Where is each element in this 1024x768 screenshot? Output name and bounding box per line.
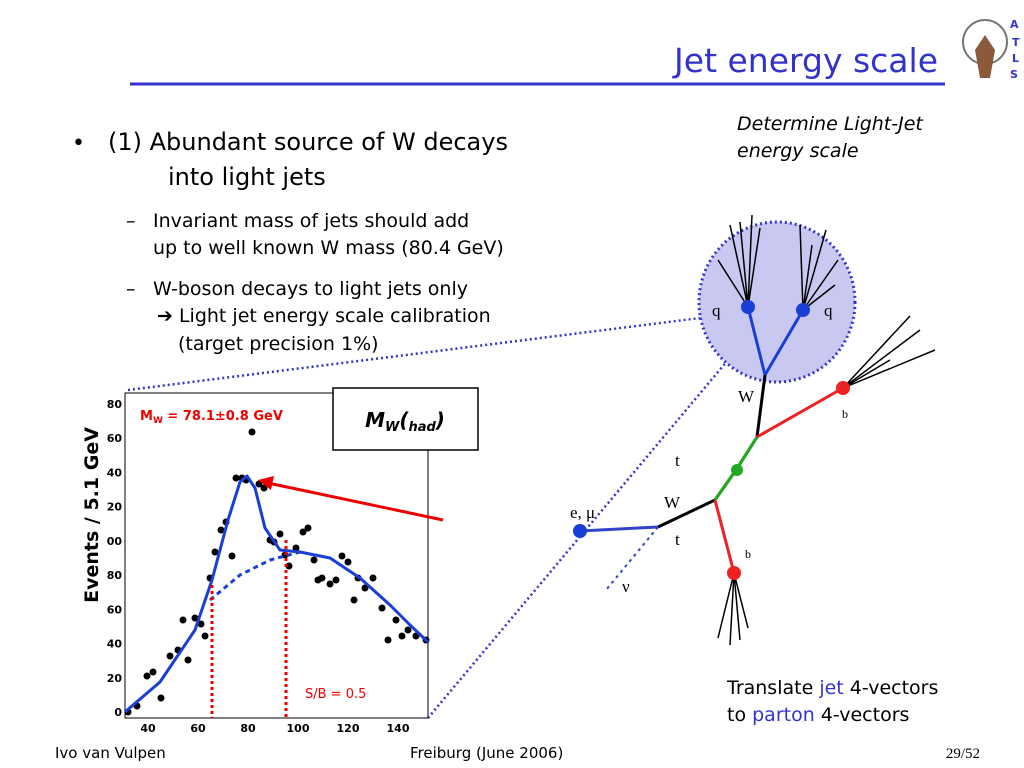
sub-bullet: up to well known W mass (80.4 GeV) [153, 237, 504, 259]
label-box [332, 387, 479, 451]
x-tick-label: 60 [190, 722, 206, 735]
sub-bullet: ➔ Light jet energy scale calibration [157, 305, 491, 327]
arrow [267, 481, 444, 522]
dash: – [126, 278, 136, 300]
arrow-head [258, 476, 274, 490]
y-tick-label: 80 [107, 569, 123, 582]
label: ν [622, 577, 630, 596]
label: e, μ [570, 503, 595, 522]
caption: to parton 4-vectors [727, 704, 909, 726]
bullet-mark: • [72, 131, 85, 156]
sb-label: S/B = 0.5 [305, 687, 366, 702]
y-tick-label: 20 [107, 501, 123, 514]
total-fit [124, 474, 430, 714]
x-tick-label: 120 [337, 722, 360, 735]
sub-bullet: Invariant mass of jets should add [153, 210, 469, 232]
diagram-labels: q q W t W t b b e, μ ν [570, 301, 848, 596]
decay-diagram [573, 214, 936, 646]
x-tick-label: 140 [387, 722, 410, 735]
x-tick-label: 100 [287, 722, 310, 735]
svg-text:A: A [1010, 18, 1019, 31]
label: q [824, 301, 833, 320]
y-tick-label: 0 [114, 706, 122, 719]
caption: energy scale [737, 140, 859, 162]
footer-author: Ivo van Vulpen [55, 744, 166, 762]
y-tick-label: 80 [107, 398, 123, 411]
label: W [738, 387, 755, 406]
label: q [712, 301, 721, 320]
y-tick-label: 20 [107, 672, 123, 685]
x-tick-label: 80 [240, 722, 256, 735]
box-label: MW(had) [365, 408, 445, 435]
y-tick-label: 00 [107, 535, 123, 548]
label: b [842, 407, 848, 421]
title: Jet energy scale [672, 41, 938, 80]
plot: Events / 5.1 GeV 80 60 40 20 00 80 60 40 20 0 40 6… [81, 387, 479, 735]
y-tick-label: 40 [107, 466, 123, 479]
sub-bullet: W-boson decays to light jets only [153, 278, 468, 300]
x-tick-label: 40 [140, 722, 156, 735]
sub-bullet: (target precision 1%) [178, 333, 379, 355]
svg-text:T: T [1012, 36, 1020, 49]
y-tick-label: 60 [107, 432, 123, 445]
zoom-line [127, 316, 701, 392]
y-tick-label: 40 [107, 638, 123, 651]
y-tick-label: 60 [107, 603, 123, 616]
svg-text:L: L [1012, 52, 1019, 65]
logo: A T L S [962, 18, 1020, 81]
footer-page: 29/52 [946, 746, 980, 762]
background-fit [209, 550, 301, 602]
bullet-text: (1) Abundant source of W decays [108, 128, 508, 156]
footer-event: Freiburg (June 2006) [410, 744, 563, 762]
label: W [664, 493, 681, 512]
y-label: Events / 5.1 GeV [81, 427, 103, 603]
data-points [124, 428, 430, 716]
bullet-text: into light jets [168, 163, 326, 191]
svg-text:S: S [1010, 68, 1018, 81]
label: t [675, 451, 680, 470]
label: t [675, 530, 680, 549]
caption: Determine Light-Jet [737, 113, 924, 135]
caption: Translate jet 4-vectors [726, 677, 938, 699]
label: b [745, 547, 751, 561]
dash: – [126, 210, 136, 232]
fit-result: MW = 78.1±0.8 GeV [140, 409, 283, 426]
